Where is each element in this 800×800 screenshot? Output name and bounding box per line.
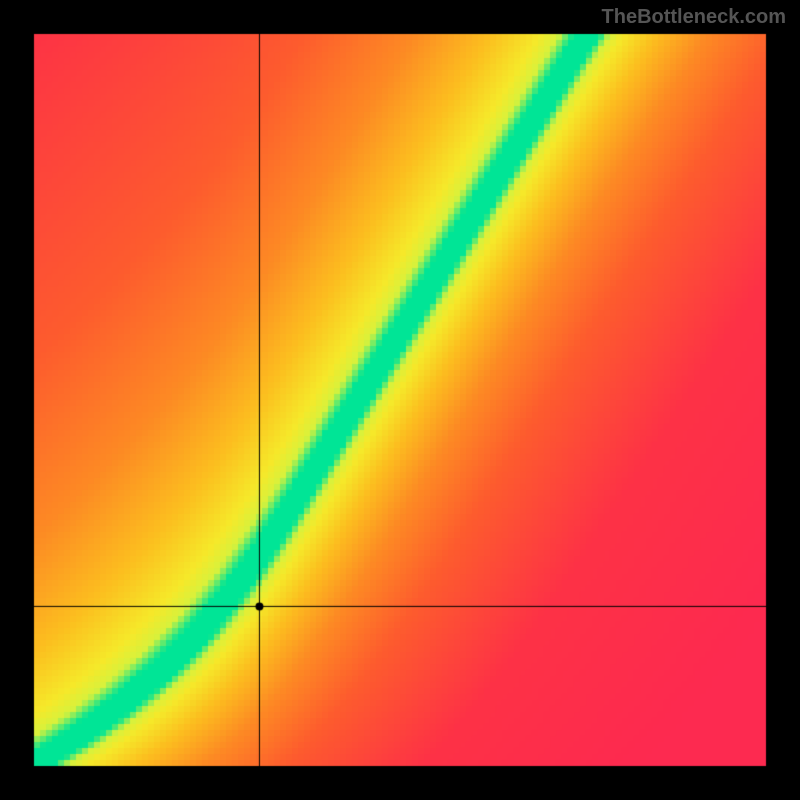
watermark-text: TheBottleneck.com — [602, 6, 786, 29]
bottleneck-heatmap-canvas — [0, 0, 800, 800]
chart-container: TheBottleneck.com — [0, 0, 800, 800]
